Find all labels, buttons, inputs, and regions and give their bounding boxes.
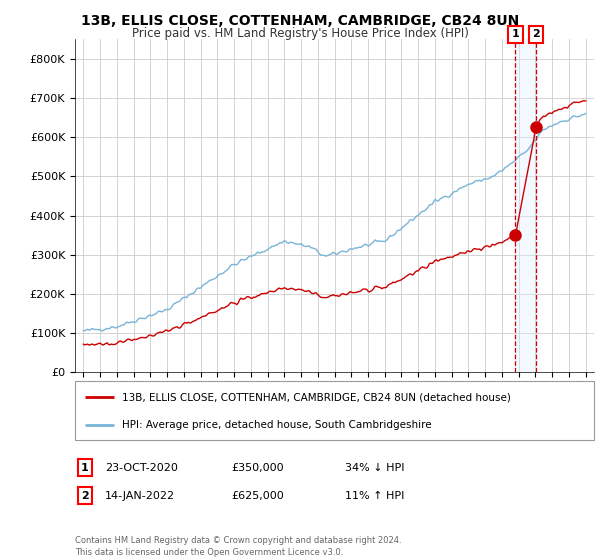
Text: 14-JAN-2022: 14-JAN-2022	[105, 491, 175, 501]
Bar	[515, 39, 536, 372]
Text: 2: 2	[81, 491, 89, 501]
Text: 2: 2	[532, 29, 540, 39]
Text: 13B, ELLIS CLOSE, COTTENHAM, CAMBRIDGE, CB24 8UN (detached house): 13B, ELLIS CLOSE, COTTENHAM, CAMBRIDGE, …	[122, 392, 511, 402]
Text: 34% ↓ HPI: 34% ↓ HPI	[345, 463, 404, 473]
Text: 1: 1	[512, 29, 520, 39]
Text: £625,000: £625,000	[231, 491, 284, 501]
Text: 11% ↑ HPI: 11% ↑ HPI	[345, 491, 404, 501]
Text: Price paid vs. HM Land Registry's House Price Index (HPI): Price paid vs. HM Land Registry's House …	[131, 27, 469, 40]
Text: 1: 1	[81, 463, 89, 473]
Text: Contains HM Land Registry data © Crown copyright and database right 2024.
This d: Contains HM Land Registry data © Crown c…	[75, 536, 401, 557]
FancyBboxPatch shape	[75, 381, 594, 440]
Text: 23-OCT-2020: 23-OCT-2020	[105, 463, 178, 473]
Text: £350,000: £350,000	[231, 463, 284, 473]
Text: HPI: Average price, detached house, South Cambridgeshire: HPI: Average price, detached house, Sout…	[122, 420, 431, 430]
Text: 13B, ELLIS CLOSE, COTTENHAM, CAMBRIDGE, CB24 8UN: 13B, ELLIS CLOSE, COTTENHAM, CAMBRIDGE, …	[81, 14, 519, 28]
